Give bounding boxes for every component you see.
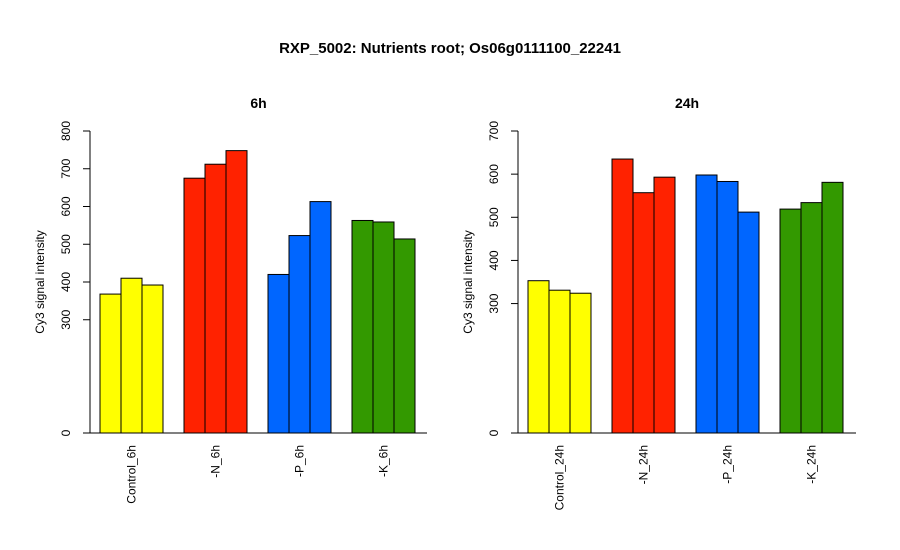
y-tick-label: 600 — [59, 196, 73, 216]
bar — [695, 174, 718, 434]
y-tick-label: 700 — [487, 121, 501, 141]
bar — [120, 277, 143, 434]
chart-panel-6h: 6h Cy3 signal intensity 0 300 400 500 600 700 80… — [33, 95, 427, 504]
bar — [821, 181, 844, 434]
x-category-label: -P_6h — [293, 445, 307, 477]
x-category-label: -N_6h — [209, 445, 223, 478]
bar — [351, 219, 374, 434]
bar — [611, 158, 634, 434]
y-tick-label: 0 — [487, 429, 501, 436]
x-category-label: -K_24h — [805, 445, 819, 484]
y-tick-label: 700 — [59, 158, 73, 178]
y-tick-label: 0 — [59, 429, 73, 436]
bar — [779, 208, 802, 434]
bar — [569, 292, 592, 434]
y-tick-label: 600 — [487, 164, 501, 184]
y-tick-label: 800 — [59, 121, 73, 141]
figure-title: RXP_5002: Nutrients root; Os06g0111100_2… — [279, 40, 621, 57]
bar — [204, 163, 227, 434]
bar — [653, 176, 676, 434]
bar — [372, 221, 395, 434]
x-category-label: -N_24h — [637, 445, 651, 484]
bar — [99, 293, 122, 434]
x-category-label: -P_24h — [721, 445, 735, 484]
y-tick-label: 300 — [487, 293, 501, 313]
y-tick-label: 300 — [59, 309, 73, 329]
bar — [225, 150, 248, 434]
panel-title: 24h — [675, 95, 699, 111]
y-axis-label: Cy3 signal intensity — [461, 230, 475, 333]
panel-title: 6h — [250, 95, 266, 111]
y-tick-label: 500 — [59, 234, 73, 254]
bar — [716, 180, 739, 434]
bar — [288, 235, 311, 434]
x-category-label: Control_24h — [553, 445, 567, 510]
chart-panel-24h: 24h Cy3 signal intensity 0 300 400 500 600 700 C… — [461, 95, 856, 510]
y-axis-label: Cy3 signal intensity — [33, 230, 47, 333]
bar — [183, 177, 206, 434]
bar — [737, 211, 760, 434]
y-tick-label: 500 — [487, 207, 501, 227]
y-tick-label: 400 — [59, 272, 73, 292]
bar — [548, 289, 571, 434]
bar — [527, 280, 550, 434]
bar — [800, 202, 823, 434]
bar — [141, 284, 164, 434]
bar — [632, 192, 655, 434]
y-tick-label: 400 — [487, 250, 501, 270]
bar — [393, 238, 416, 434]
x-category-label: -K_6h — [377, 445, 391, 477]
bar — [309, 201, 332, 434]
bar — [267, 273, 290, 434]
x-category-label: Control_6h — [125, 445, 139, 504]
